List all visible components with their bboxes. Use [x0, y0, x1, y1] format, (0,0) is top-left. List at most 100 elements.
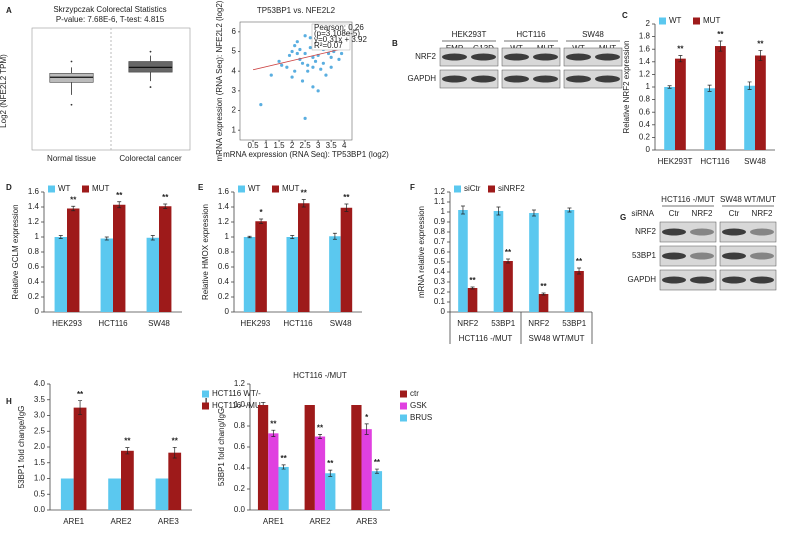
lane-header: siRNA	[631, 209, 654, 218]
y-tick-label: 0.4	[434, 267, 446, 276]
y-tick-label: 1.4	[28, 202, 40, 211]
blot-band	[595, 75, 620, 83]
bar	[340, 207, 353, 312]
blot-strip	[563, 69, 623, 89]
y-tick-label: 0.8	[434, 227, 446, 236]
legend-label: ctr	[410, 389, 419, 398]
x-tick-label: HEK293	[240, 319, 270, 328]
error-bar	[271, 429, 276, 437]
y-tick-label: 2.0	[34, 442, 46, 451]
point	[295, 51, 299, 56]
legend-label: MUT	[92, 184, 109, 193]
y-tick-label: 2	[232, 106, 237, 115]
y-tick-label: 0.8	[28, 247, 40, 256]
y-tick-label: 0.2	[234, 484, 246, 493]
y-tick-label: 0.4	[639, 120, 651, 129]
point	[329, 55, 333, 60]
significance: **	[301, 189, 308, 198]
y-tick-label: 5	[232, 47, 237, 56]
bar	[268, 433, 279, 510]
y-tick-label: 0.0	[34, 505, 46, 514]
significance: **	[576, 257, 583, 266]
error-bar	[374, 468, 379, 474]
y-tick-label: 1	[646, 82, 651, 91]
blot-strip	[439, 69, 499, 89]
bar	[503, 261, 513, 312]
point	[300, 79, 305, 83]
x-tick-label: HCT116	[700, 157, 730, 166]
bar	[325, 473, 336, 510]
point	[290, 49, 294, 54]
y-tick-label: 4.0	[34, 379, 46, 388]
error-bar	[531, 209, 536, 217]
outlier	[70, 103, 73, 106]
bar	[744, 85, 755, 150]
group-label: SW48 WT/MUT	[720, 195, 776, 204]
point	[293, 69, 297, 73]
y-axis-label: mRNA expression (RNA Seq): NFE2L2 (log2)	[215, 0, 224, 161]
lane-label: NRF2	[692, 209, 713, 218]
blot-band	[504, 53, 529, 61]
bar	[54, 237, 67, 312]
point	[339, 51, 344, 56]
bar	[493, 211, 504, 312]
outlier	[70, 60, 73, 63]
blot-strip	[719, 221, 777, 243]
legend-label: siCtr	[464, 184, 481, 193]
bar	[304, 405, 315, 510]
legend-label: WT	[58, 184, 71, 193]
error-bar	[318, 434, 322, 439]
error-bar	[281, 464, 286, 470]
bar	[298, 203, 310, 312]
row-label: NRF2	[415, 52, 436, 61]
bar	[361, 429, 372, 510]
x-tick-label: 0.5	[247, 141, 259, 150]
bar	[371, 471, 383, 510]
bar	[108, 478, 121, 510]
point	[321, 61, 325, 65]
error-bar	[117, 201, 122, 209]
blot-band	[750, 228, 774, 236]
point	[311, 85, 315, 89]
row-label: GAPDH	[408, 74, 437, 83]
point	[324, 73, 328, 77]
y-axis-label: 53BP1 fold chang/IgG	[217, 408, 226, 486]
bar	[73, 407, 87, 510]
error-bar	[747, 81, 752, 90]
significance: **	[116, 191, 123, 200]
significance: **	[677, 45, 684, 54]
significance: **	[124, 437, 131, 446]
error-bar	[567, 207, 572, 213]
x-tick-label: SW48	[744, 157, 766, 166]
group-label: HCT116	[516, 30, 546, 39]
x-tick-label: ARE2	[310, 517, 331, 526]
point	[308, 45, 312, 50]
bar	[60, 478, 74, 510]
significance: **	[343, 193, 350, 202]
point	[295, 40, 299, 44]
point	[316, 89, 320, 93]
x-tick-label: ARE2	[111, 517, 132, 526]
annotation: y=0.31x + 3.92	[314, 35, 367, 44]
blot-band	[750, 276, 774, 284]
significance: **	[717, 30, 724, 39]
point	[326, 51, 331, 56]
y-tick-label: 0.2	[639, 133, 651, 142]
x-tick-label: HEK293T	[658, 157, 693, 166]
legend-label: siNRF2	[498, 184, 525, 193]
row-label: NRF2	[635, 227, 656, 236]
error-bar	[470, 286, 475, 290]
point	[337, 57, 341, 61]
annotation: R²=0.07	[314, 41, 343, 50]
panel-label: E	[198, 183, 204, 192]
blot-strip	[659, 221, 717, 243]
legend-swatch	[693, 17, 700, 25]
point	[311, 65, 315, 69]
y-tick-label: 0.6	[218, 262, 230, 271]
point	[298, 47, 302, 52]
blot-band	[471, 75, 496, 83]
blot-band	[722, 252, 746, 260]
bar	[755, 55, 766, 150]
y-tick-label: 0.8	[639, 95, 651, 104]
